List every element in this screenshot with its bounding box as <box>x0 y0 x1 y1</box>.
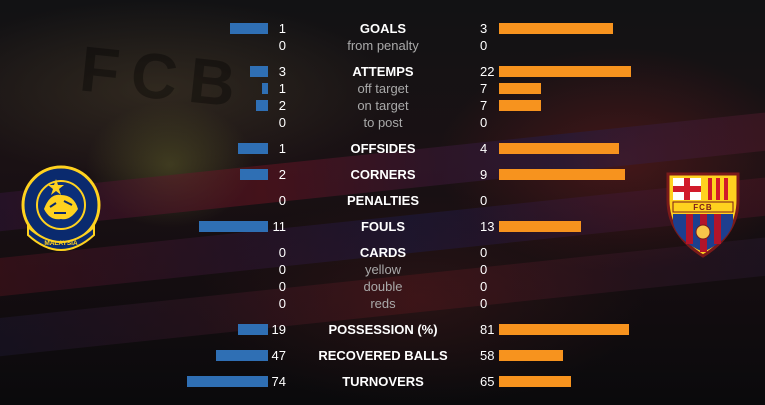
stat-row-turnovers: 74 TURNOVERS 65 <box>0 373 765 390</box>
home-value: 11 <box>272 219 287 234</box>
home-value: 0 <box>278 279 286 294</box>
away-bar <box>499 100 541 111</box>
stat-label: reds <box>370 296 396 311</box>
stat-row-reds: 0 reds 0 <box>0 295 765 312</box>
stat-label: GOALS <box>359 21 407 36</box>
away-bar <box>499 324 629 335</box>
away-value: 9 <box>480 167 488 182</box>
away-value: 3 <box>480 21 488 36</box>
home-value: 1 <box>278 81 286 96</box>
home-value: 0 <box>278 262 286 277</box>
stat-label: POSSESSION (%) <box>328 322 438 337</box>
away-value: 0 <box>480 115 488 130</box>
away-bar <box>499 350 563 361</box>
fc-barcelona-crest-icon <box>666 172 740 258</box>
home-value: 47 <box>271 348 286 363</box>
home-bar <box>238 324 268 335</box>
home-bar <box>230 23 268 34</box>
away-value: 7 <box>480 98 488 113</box>
away-bar <box>499 376 571 387</box>
home-value: 0 <box>278 115 286 130</box>
away-bar <box>499 221 581 232</box>
stat-label: OFFSIDES <box>350 141 416 156</box>
home-value: 74 <box>271 374 286 389</box>
away-value: 4 <box>480 141 488 156</box>
away-bar <box>499 66 631 77</box>
home-value: 0 <box>278 245 286 260</box>
stat-label: double <box>363 279 403 294</box>
stat-row-penalties: 0 PENALTIES 0 <box>0 192 765 209</box>
away-value: 65 <box>480 374 495 389</box>
home-value: 1 <box>278 21 286 36</box>
stat-row-fouls: 11 FOULS 13 <box>0 218 765 235</box>
stat-label: RECOVERED BALLS <box>318 348 448 363</box>
away-value: 58 <box>480 348 495 363</box>
home-value: 1 <box>278 141 286 156</box>
home-value: 2 <box>278 167 286 182</box>
away-value: 13 <box>480 219 495 234</box>
home-bar <box>262 83 268 94</box>
away-value: 0 <box>480 296 488 311</box>
home-bar <box>256 100 268 111</box>
home-bar <box>240 169 268 180</box>
away-value: 22 <box>480 64 495 79</box>
home-value: 19 <box>271 322 286 337</box>
away-bar <box>499 169 625 180</box>
home-bar <box>187 376 268 387</box>
stat-row-possession: 19 POSSESSION (%) 81 <box>0 321 765 338</box>
svg-text:MALAYSIA: MALAYSIA <box>44 240 78 247</box>
stat-label: yellow <box>364 262 402 277</box>
home-value: 0 <box>278 38 286 53</box>
away-value: 81 <box>480 322 495 337</box>
home-bar <box>238 143 268 154</box>
away-value: 0 <box>480 262 488 277</box>
stat-row-from-penalty: 0 from penalty 0 <box>0 37 765 54</box>
stat-label: ATTEMPS <box>352 64 414 79</box>
away-bar <box>499 83 541 94</box>
stat-label: TURNOVERS <box>342 374 424 389</box>
stat-label: CORNERS <box>350 167 416 182</box>
away-value: 0 <box>480 38 488 53</box>
away-crest-text: FCB <box>693 203 713 212</box>
home-value: 2 <box>278 98 286 113</box>
away-value: 0 <box>480 245 488 260</box>
stat-row-recovered-balls: 47 RECOVERED BALLS 58 <box>0 347 765 364</box>
stat-label: FOULS <box>360 219 406 234</box>
malaysia-fa-crest-icon: MALAYSIA <box>21 165 101 251</box>
home-bar <box>250 66 268 77</box>
stat-row-on-target: 2 on target 7 <box>0 97 765 114</box>
home-value: 0 <box>278 193 286 208</box>
stat-row-cards: 0 CARDS 0 <box>0 244 765 261</box>
away-value: 0 <box>480 193 488 208</box>
stat-row-off-target: 1 off target 7 <box>0 80 765 97</box>
stat-label: on target <box>357 98 409 113</box>
home-bar <box>199 221 268 232</box>
stat-label: from penalty <box>347 38 419 53</box>
away-bar <box>499 23 613 34</box>
home-value: 3 <box>278 64 286 79</box>
stat-row-offsides: 1 OFFSIDES 4 <box>0 140 765 157</box>
away-value: 7 <box>480 81 488 96</box>
stat-row-double: 0 double 0 <box>0 278 765 295</box>
stat-row-yellow: 0 yellow 0 <box>0 261 765 278</box>
stat-row-attemps: 3 ATTEMPS 22 <box>0 63 765 80</box>
stat-label: off target <box>357 81 409 96</box>
stat-row-goals: 1 GOALS 3 <box>0 20 765 37</box>
stat-label: PENALTIES <box>347 193 419 208</box>
away-bar <box>499 143 619 154</box>
away-value: 0 <box>480 279 488 294</box>
home-bar <box>216 350 268 361</box>
stat-row-to-post: 0 to post 0 <box>0 114 765 131</box>
stat-label: CARDS <box>359 245 407 260</box>
home-value: 0 <box>278 296 286 311</box>
stat-row-corners: 2 CORNERS 9 <box>0 166 765 183</box>
stat-label: to post <box>363 115 403 130</box>
